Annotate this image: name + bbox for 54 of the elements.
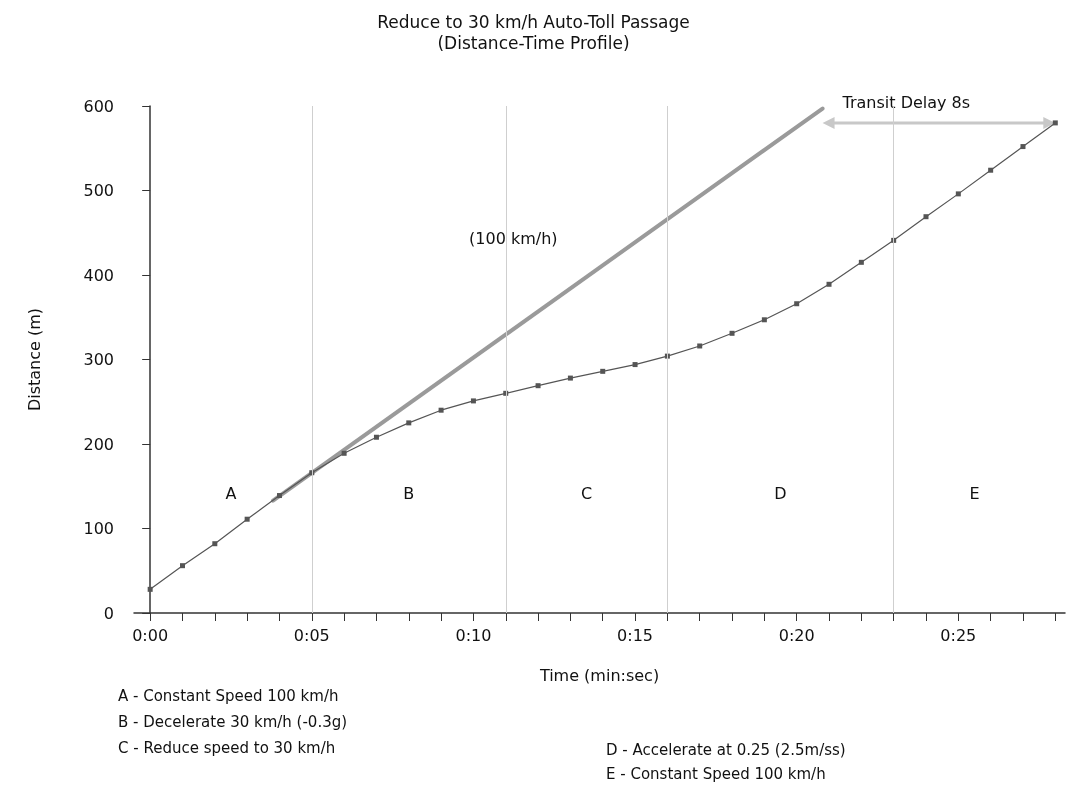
annotation: D: [774, 483, 787, 503]
point: [697, 343, 703, 349]
x-tick-label: 0:15: [617, 625, 654, 645]
point: [373, 434, 379, 440]
point: [794, 301, 800, 307]
point: [858, 259, 864, 265]
point: [406, 420, 412, 426]
point: [470, 398, 476, 404]
point: [955, 191, 961, 197]
point: [341, 450, 347, 456]
point: [1020, 144, 1026, 150]
text: A - Constant Speed 100 km/h: [118, 686, 339, 705]
point: [729, 330, 735, 336]
point: [535, 383, 541, 389]
point: [179, 563, 185, 569]
point: [212, 541, 218, 547]
text: E - Constant Speed 100 km/h: [606, 764, 826, 783]
point: [567, 375, 573, 381]
point: [923, 214, 929, 220]
y-tick-label: 100: [83, 519, 114, 538]
point: [632, 362, 638, 368]
y-tick-label: 400: [83, 265, 114, 285]
x-tick-label: 0:20: [778, 625, 815, 645]
x-tick-label: 0:10: [455, 625, 492, 645]
x-tick-label: 0:25: [940, 625, 977, 645]
point: [988, 167, 994, 173]
annotation: E: [969, 483, 980, 503]
text: D - Accelerate at 0.25 (2.5m/ss): [606, 740, 846, 759]
point: [761, 317, 767, 323]
annotation: B: [403, 483, 415, 503]
point: [244, 516, 250, 522]
text: C - Reduce speed to 30 km/h: [118, 738, 336, 757]
x-tick-label: 0:05: [293, 625, 330, 645]
x-axis-title: Time (min:sec): [538, 665, 660, 685]
point: [438, 407, 444, 413]
x-tick-label: 0:00: [132, 625, 169, 645]
point: [276, 493, 282, 499]
y-tick-label: 0: [103, 603, 114, 623]
chart-title: Reduce to 30 km/h Auto-Toll Passage: [377, 11, 690, 32]
text: (100 km/h): [469, 228, 558, 248]
point: [600, 368, 606, 374]
y-axis-title: Distance (m): [24, 307, 44, 412]
point: [147, 586, 153, 592]
y-tick-label: 300: [83, 350, 114, 369]
point: [826, 281, 832, 287]
point: [1052, 120, 1058, 126]
text: B - Decelerate 30 km/h (-0.3g): [118, 712, 348, 731]
y-tick-label: 500: [83, 181, 114, 200]
y-tick-label: 200: [83, 434, 114, 454]
chart-subtitle: (Distance-Time Profile): [437, 32, 630, 53]
y-tick-label: 600: [83, 96, 114, 116]
annotation: Transit Delay 8s: [841, 93, 971, 113]
annotation: A: [225, 483, 237, 503]
annotation: C: [580, 483, 593, 503]
